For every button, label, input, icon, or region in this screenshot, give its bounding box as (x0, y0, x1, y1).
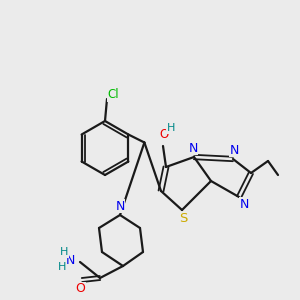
Text: N: N (65, 254, 75, 266)
Text: H: H (167, 123, 175, 133)
Text: N: N (239, 197, 249, 211)
Text: O: O (159, 128, 169, 142)
Text: N: N (115, 200, 125, 212)
Text: N: N (229, 143, 239, 157)
Text: O: O (75, 283, 85, 296)
Text: H: H (60, 247, 68, 257)
Text: N: N (188, 142, 198, 154)
Text: H: H (58, 262, 66, 272)
Text: Cl: Cl (107, 88, 119, 101)
Text: S: S (179, 212, 187, 226)
